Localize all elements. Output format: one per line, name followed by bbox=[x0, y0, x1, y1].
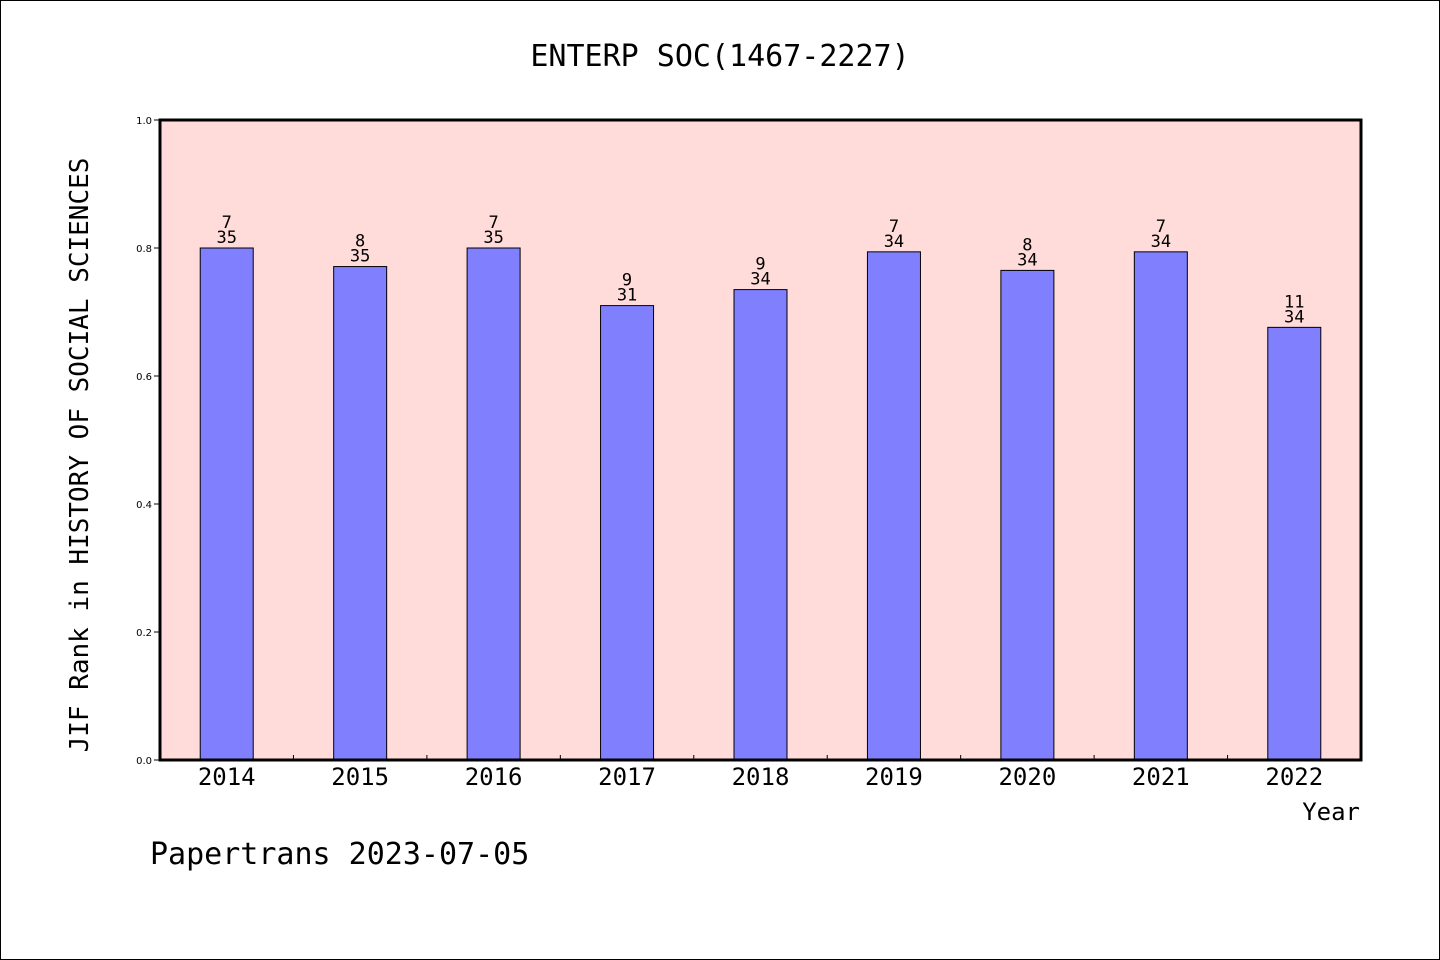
bar-rank-label: 7 bbox=[488, 213, 498, 233]
y-tick-label: 0.4 bbox=[136, 500, 152, 511]
bar-rank-label: 9 bbox=[622, 271, 632, 291]
y-axis-ticks: 0.0 0.2 0.4 0.6 0.8 1.0 bbox=[136, 116, 160, 767]
bar-2015 bbox=[333, 266, 388, 761]
bar-2022 bbox=[1267, 326, 1322, 761]
x-tick-label: 2016 bbox=[465, 763, 523, 791]
x-tick-label: 2022 bbox=[1265, 763, 1323, 791]
bar-rank-label: 7 bbox=[1156, 217, 1166, 237]
bar-rank-label: 8 bbox=[1022, 235, 1032, 255]
bar-total-label: 34 bbox=[1017, 250, 1037, 270]
bar-2021 bbox=[1133, 251, 1188, 761]
y-tick-label: 1.0 bbox=[136, 116, 152, 127]
x-tick-label: 2015 bbox=[331, 763, 389, 791]
bar-2016 bbox=[466, 247, 521, 761]
y-axis-label: JIF Rank in HISTORY OF SOCIAL SCIENCES bbox=[65, 158, 95, 753]
x-tick-label: 2019 bbox=[865, 763, 923, 791]
bar-2014 bbox=[199, 247, 254, 761]
x-tick-label: 2021 bbox=[1132, 763, 1190, 791]
bar-rank-label: 7 bbox=[889, 217, 899, 237]
bar-2020 bbox=[1000, 269, 1055, 761]
bar-total-label: 35 bbox=[483, 228, 503, 248]
bar-2017 bbox=[600, 305, 655, 761]
bar-rank-label: 8 bbox=[355, 232, 365, 252]
bar-rank-label: 11 bbox=[1284, 292, 1304, 312]
plot-border bbox=[158, 118, 1363, 762]
bar-total-label: 35 bbox=[350, 247, 370, 267]
bar-rank-label: 9 bbox=[755, 255, 765, 275]
x-tick-label: 2017 bbox=[598, 763, 656, 791]
chart-title: ENTERP SOC(1467-2227) bbox=[530, 39, 909, 74]
bar-2018 bbox=[733, 289, 788, 761]
bar-total-label: 34 bbox=[1284, 307, 1304, 327]
y-tick-label: 0.0 bbox=[136, 756, 152, 767]
y-tick-label: 0.2 bbox=[136, 628, 152, 639]
footer-credit: Papertrans 2023-07-05 bbox=[150, 837, 529, 872]
bar-total-label: 35 bbox=[216, 228, 236, 248]
x-axis-ticks: 2014 2015 2016 2017 2018 2019 2020 2021 2022 bbox=[198, 755, 1323, 791]
bar-total-label: 34 bbox=[1151, 232, 1171, 252]
x-tick-label: 2018 bbox=[732, 763, 790, 791]
bar-2019 bbox=[866, 251, 921, 761]
x-tick-label: 2020 bbox=[998, 763, 1056, 791]
x-axis-label: Year bbox=[1302, 798, 1360, 826]
bar-total-label: 34 bbox=[884, 232, 904, 252]
y-tick-label: 0.6 bbox=[136, 372, 152, 383]
bar-total-label: 31 bbox=[617, 286, 637, 306]
bar-rank-label: 7 bbox=[222, 213, 232, 233]
y-tick-label: 0.8 bbox=[136, 244, 152, 255]
bar-total-label: 34 bbox=[750, 270, 770, 290]
x-tick-label: 2014 bbox=[198, 763, 256, 791]
